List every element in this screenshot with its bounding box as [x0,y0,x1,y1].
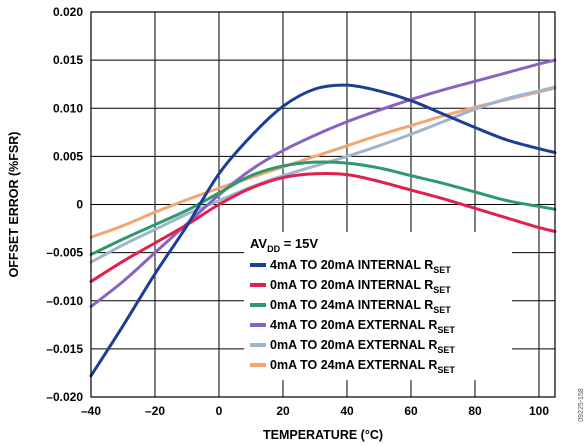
series-line-3 [89,160,557,257]
y-tick-label: 0.010 [53,101,83,115]
plot-frame [90,11,556,398]
y-axis-title: OFFSET ERROR (%FSR) [7,132,21,278]
legend-label-1: 4mA TO 20mA INTERNAL RSET [270,258,451,275]
x-tick-label: 20 [276,404,290,418]
x-tick-label: –20 [145,404,165,418]
y-tick-label: –0.005 [46,246,83,260]
figure-id: 09225-158 [578,388,585,422]
legend-label-3: 0mA TO 24mA INTERNAL RSET [270,298,451,315]
y-tick-label: 0.020 [53,5,83,19]
series-line-1 [89,83,557,378]
x-tick-label: 80 [468,404,482,418]
y-tick-label: –0.015 [46,342,83,356]
series-line-4 [89,58,557,309]
legend-title: AVDD = 15V [250,236,318,254]
x-tick-label: 40 [340,404,354,418]
x-tick-label: –40 [81,404,101,418]
x-tick-label: 60 [404,404,418,418]
series-line-2 [89,171,557,283]
legend-box [244,232,512,380]
y-tick-label: 0.005 [53,149,83,163]
x-axis-title: TEMPERATURE (°C) [263,428,383,442]
legend-label-2: 0mA TO 20mA INTERNAL RSET [270,278,451,295]
series-lines [89,58,557,378]
legend: AVDD = 15V 4mA TO 20mA INTERNAL RSET 0mA T… [250,236,455,375]
legend-label-6: 0mA TO 24mA EXTERNAL RSET [270,358,455,375]
x-tick-label: 100 [529,404,549,418]
legend-label-4: 4mA TO 20mA EXTERNAL RSET [270,318,455,335]
axis-ticks: –40 –20 0 20 40 60 80 100 0.020 0.015 0.010 0.005 0 –… [46,5,549,418]
y-tick-label: –0.010 [46,294,83,308]
x-tick-label: 0 [216,404,223,418]
y-tick-label: 0 [76,198,83,212]
legend-label-5: 0mA TO 20mA EXTERNAL RSET [270,338,455,355]
y-tick-label: 0.015 [53,53,83,67]
y-tick-label: –0.020 [46,390,83,404]
